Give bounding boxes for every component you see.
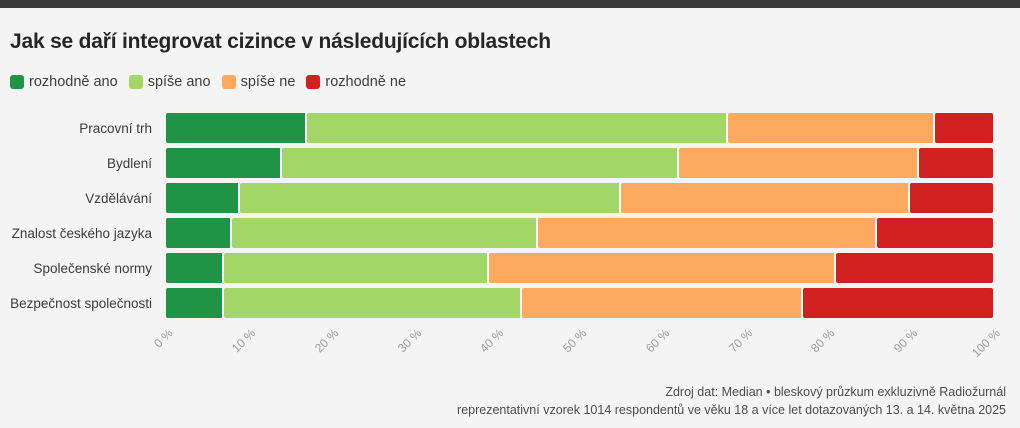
bar-segment-rozhodn-ne — [935, 113, 993, 143]
bar-track — [166, 148, 993, 178]
bar-segment-sp-e-ano — [240, 183, 621, 213]
legend-item: spíše ne — [221, 74, 296, 90]
x-tick-label: 10 % — [229, 326, 259, 356]
legend-item: rozhodně ano — [10, 74, 118, 90]
x-tick-label: 90 % — [890, 326, 921, 356]
x-tick-label: 50 % — [560, 326, 590, 356]
category-label: Znalost českého jazyka — [11, 225, 152, 241]
bar-segment-sp-e-ano — [281, 148, 679, 178]
stacked-bar-chart: Pracovní trh Bydlení Vzdělávání Znalost čes… — [0, 113, 1020, 318]
bar-row: Pracovní trh — [0, 113, 1020, 143]
source-note: Zdroj dat: Median • bleskový průzkum exk… — [457, 383, 1006, 421]
legend-item: rozhodně ne — [306, 74, 406, 90]
bar-track — [166, 253, 993, 283]
bar-row: Společenské normy — [0, 253, 1020, 283]
legend-label: rozhodně ne — [325, 74, 407, 90]
bar-row: Bydlení — [0, 148, 1020, 178]
bar-segment-rozhodn-ne — [802, 288, 993, 318]
bar-track — [166, 113, 993, 143]
bar-segment-sp-e-ne — [620, 183, 911, 213]
legend: rozhodně ano spíše ano spíše ne rozhodně ne — [10, 73, 406, 91]
bar-row: Znalost českého jazyka — [0, 218, 1020, 248]
x-tick-label: 0 % — [151, 326, 176, 351]
legend-swatch — [306, 75, 321, 89]
x-tick-label: 70 % — [725, 326, 755, 356]
bar-track — [166, 218, 993, 248]
bar-segment-sp-e-ne — [521, 288, 803, 318]
bar-segment-rozhodn-ano — [166, 288, 224, 318]
bar-segment-rozhodn-ne — [835, 253, 993, 283]
source-line-2: reprezentativní vzorek 1014 respondentů … — [457, 403, 1006, 418]
bar-segment-rozhodn-ano — [166, 148, 282, 178]
x-tick-label: 40 % — [477, 326, 507, 356]
x-tick-label: 100 % — [968, 326, 1003, 360]
bar-segment-rozhodn-ne — [910, 183, 993, 213]
bar-segment-rozhodn-ano — [166, 183, 241, 213]
legend-item: spíše ano — [128, 74, 211, 90]
bar-segment-rozhodn-ano — [166, 253, 224, 283]
bar-segment-sp-e-ano — [223, 288, 522, 318]
x-tick-label: 60 % — [642, 326, 673, 356]
bar-segment-sp-e-ano — [232, 218, 539, 248]
bar-segment-sp-e-ne — [728, 113, 936, 143]
legend-label: spíše ano — [147, 74, 211, 90]
x-tick-label: 80 % — [808, 326, 838, 356]
bar-track — [166, 288, 993, 318]
bar-row: Vzdělávání — [0, 183, 1020, 213]
x-axis: 0 % 10 % 20 % 30 % 40 % 50 % 60 % 70 % 80 % 90 % 1… — [0, 322, 1020, 382]
x-tick-label: 20 % — [312, 326, 342, 356]
bar-segment-sp-e-ano — [223, 253, 489, 283]
x-tick-label: 30 % — [394, 326, 425, 356]
top-bar — [0, 0, 1020, 8]
legend-swatch — [221, 75, 236, 89]
legend-label: rozhodně ano — [29, 74, 118, 90]
bar-segment-rozhodn-ano — [166, 218, 233, 248]
bar-segment-sp-e-ne — [488, 253, 836, 283]
bar-segment-rozhodn-ne — [918, 148, 993, 178]
legend-swatch — [128, 75, 143, 89]
bar-track — [166, 183, 993, 213]
category-label: Pracovní trh — [79, 120, 152, 136]
bar-row: Bezpečnost společnosti — [0, 288, 1020, 318]
bar-segment-sp-e-ano — [306, 113, 729, 143]
category-label: Bydlení — [106, 155, 152, 171]
legend-swatch — [10, 75, 24, 89]
bar-segment-rozhodn-ne — [877, 218, 993, 248]
source-line-1: Zdroj dat: Median • bleskový průzkum exk… — [665, 384, 1006, 399]
bar-segment-sp-e-ne — [678, 148, 919, 178]
category-label: Bezpečnost společnosti — [10, 295, 152, 311]
legend-label: spíše ne — [240, 74, 296, 90]
bar-segment-rozhodn-ano — [166, 113, 307, 143]
category-label: Vzdělávání — [85, 190, 152, 206]
chart-title: Jak se daří integrovat cizince v následu… — [10, 30, 551, 53]
bar-segment-sp-e-ne — [538, 218, 878, 248]
category-label: Společenské normy — [33, 260, 152, 276]
